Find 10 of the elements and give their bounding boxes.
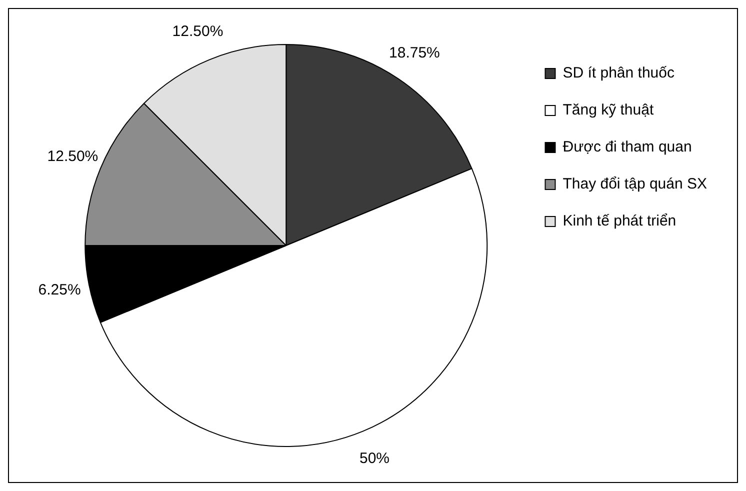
legend-label: Kinh tế phát triển — [562, 212, 676, 230]
data-label: 18.75% — [389, 44, 440, 62]
legend-label: Được đi tham quan — [562, 138, 692, 156]
data-label: 12.50% — [172, 23, 224, 40]
data-label: 50% — [360, 450, 390, 468]
legend-label: Thay đổi tập quán SX — [562, 176, 707, 193]
data-label: 6.25% — [38, 282, 81, 299]
legend-label: Tăng kỹ thuật — [562, 102, 654, 119]
legend-label: SD ít phân thuốc — [562, 64, 675, 82]
data-label: 12.50% — [47, 148, 98, 166]
